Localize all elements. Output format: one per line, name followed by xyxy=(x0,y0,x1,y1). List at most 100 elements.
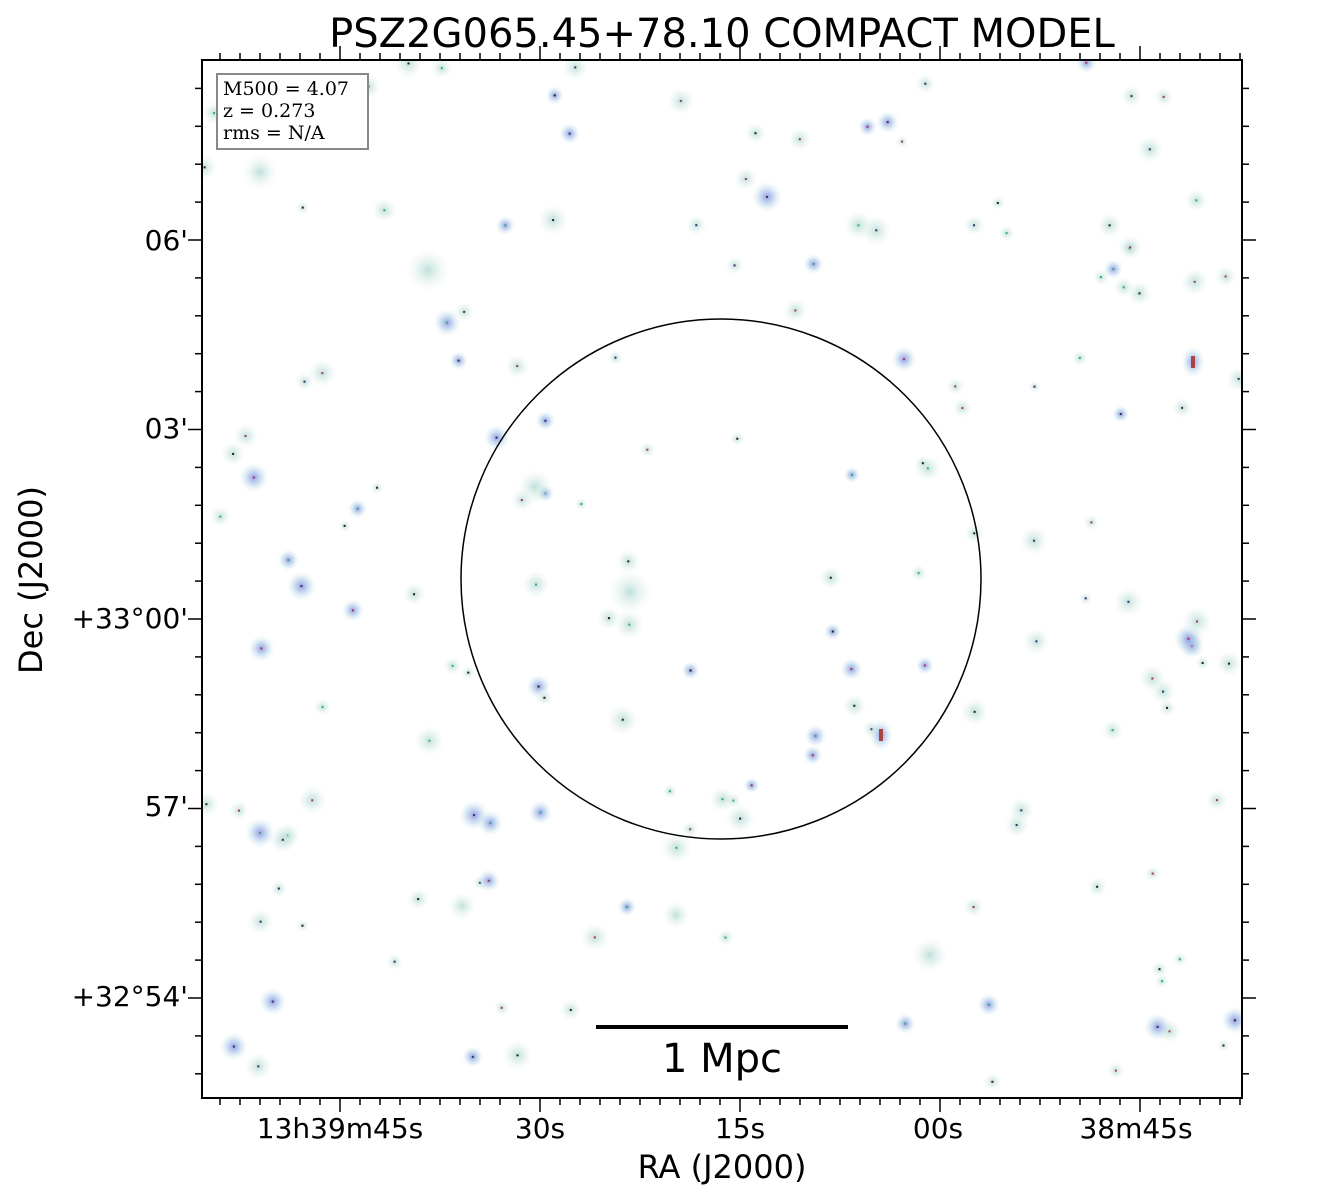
source-core xyxy=(205,803,208,806)
source-core xyxy=(736,437,739,440)
source-core xyxy=(520,499,523,502)
source-halo xyxy=(561,60,589,81)
source-core xyxy=(393,960,396,963)
source-core xyxy=(534,583,537,586)
x-tick-label: 13h39m45s xyxy=(257,1112,424,1145)
source-core xyxy=(679,99,682,102)
source-core xyxy=(440,67,443,70)
diffuse-source xyxy=(406,248,450,292)
title: PSZ2G065.45+78.10 COMPACT MODEL xyxy=(329,11,1115,57)
source-core xyxy=(487,879,490,882)
source-core xyxy=(1119,413,1122,416)
source-core xyxy=(733,264,736,267)
source-halo xyxy=(1220,1006,1242,1035)
source-core xyxy=(1035,640,1038,643)
source-core xyxy=(1015,824,1018,827)
source-core xyxy=(831,630,834,633)
source-halo xyxy=(202,154,218,180)
info-line: M500 = 4.07 xyxy=(223,78,349,100)
source-core xyxy=(356,507,359,510)
source-core xyxy=(1222,1044,1225,1047)
source-core xyxy=(553,94,556,97)
info-line: rms = N/A xyxy=(223,122,325,144)
source-core xyxy=(1215,799,1218,802)
source-core xyxy=(607,617,610,620)
source-core xyxy=(219,515,222,518)
source-core xyxy=(213,112,216,115)
source-core xyxy=(232,452,235,455)
source-core xyxy=(901,140,904,143)
source-core xyxy=(407,62,410,65)
source-core xyxy=(1033,539,1036,542)
y-tick-label: +33°00' xyxy=(72,602,188,635)
source-core xyxy=(675,846,678,849)
source-core xyxy=(924,82,927,85)
sky-sources xyxy=(202,60,1242,1091)
source-core xyxy=(1237,377,1240,380)
source-core xyxy=(351,609,354,612)
source-core xyxy=(383,209,386,212)
x-tick-label: 30s xyxy=(515,1112,565,1145)
diffuse-source xyxy=(608,570,652,614)
source-core xyxy=(271,1000,274,1003)
source-core xyxy=(473,814,476,817)
source-core xyxy=(500,1006,503,1009)
source-core xyxy=(1162,95,1165,98)
source-core xyxy=(739,817,742,820)
source-core xyxy=(552,219,555,222)
source-core xyxy=(1084,597,1087,600)
source-core xyxy=(811,754,814,757)
source-core xyxy=(850,668,853,671)
source-core xyxy=(902,358,905,361)
y-tick-label: 57' xyxy=(145,790,188,823)
source-core xyxy=(516,365,519,368)
diffuse-source xyxy=(517,469,553,505)
source-core xyxy=(1020,809,1023,812)
source-core xyxy=(1201,661,1204,664)
source-core xyxy=(1195,199,1198,202)
source-core xyxy=(1178,958,1181,961)
source-core xyxy=(301,924,304,927)
source-core xyxy=(724,936,727,939)
source-core xyxy=(886,121,889,124)
diffuse-source xyxy=(448,892,476,920)
source-core xyxy=(260,647,263,650)
source-core xyxy=(1151,677,1154,680)
source-core xyxy=(1161,980,1164,983)
source-core xyxy=(668,790,671,793)
info-box-frame xyxy=(216,73,369,150)
source-core xyxy=(721,798,724,801)
source-core xyxy=(543,696,546,699)
source-core xyxy=(1129,246,1132,249)
source-core xyxy=(1181,406,1184,409)
source-halo xyxy=(430,60,453,80)
source-core xyxy=(765,195,768,198)
source-core xyxy=(1127,600,1130,603)
source-core xyxy=(904,1022,907,1025)
source-core xyxy=(544,419,547,422)
source-core xyxy=(1085,61,1088,64)
source-core xyxy=(504,224,507,227)
source-core xyxy=(1096,885,1099,888)
source-core xyxy=(973,710,976,713)
axis-ticks xyxy=(188,46,1256,1112)
source-core xyxy=(853,704,856,707)
x-tick-label: 00s xyxy=(913,1112,963,1145)
x-tick-label: 15s xyxy=(715,1112,765,1145)
x-axis-label: RA (J2000) xyxy=(638,1148,807,1186)
source-core xyxy=(972,906,975,909)
source-core xyxy=(1033,385,1036,388)
source-halo xyxy=(1075,60,1097,74)
bright-core xyxy=(879,729,883,741)
source-core xyxy=(628,623,631,626)
source-core xyxy=(850,473,853,476)
source-core xyxy=(569,1008,572,1011)
source-core xyxy=(495,436,498,439)
source-core xyxy=(287,559,290,562)
source-core xyxy=(917,572,920,575)
y-tick-label: 06' xyxy=(145,224,188,257)
diffuse-source xyxy=(242,154,278,190)
source-core xyxy=(258,831,261,834)
source-core xyxy=(428,739,431,742)
source-core xyxy=(812,263,815,266)
